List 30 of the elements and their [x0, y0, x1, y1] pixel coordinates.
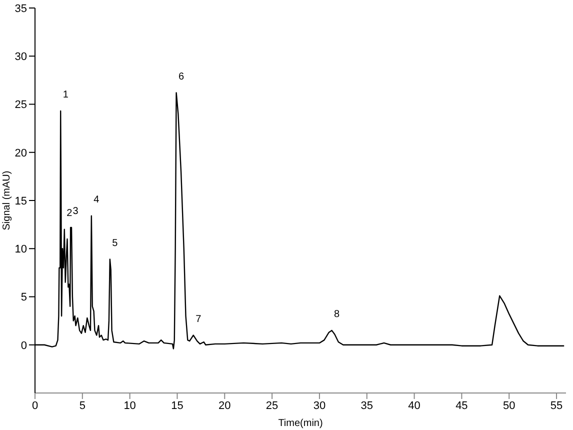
x-tick-label: 5 — [79, 400, 86, 412]
annotation: 7 — [196, 314, 202, 325]
y-tick-label: 10 — [14, 244, 27, 256]
annotation: 6 — [178, 71, 185, 82]
annotation: 4 — [94, 194, 100, 206]
x-tick-label: 15 — [171, 400, 184, 412]
y-tick-label: 0 — [20, 340, 27, 352]
x-tick-label: 55 — [550, 400, 563, 412]
x-tick-label: 0 — [32, 400, 38, 412]
y-axis-title: Signal (mAU) — [2, 170, 13, 230]
x-tick-label: 40 — [408, 400, 420, 412]
annotation: 8 — [334, 309, 340, 320]
annotation: 3 — [72, 206, 79, 218]
x-tick-label: 35 — [360, 400, 373, 412]
y-tick-label: 15 — [14, 195, 27, 208]
x-tick-label: 10 — [124, 400, 136, 412]
x-tick-label: 45 — [456, 400, 468, 412]
y-tick-label: 30 — [14, 51, 27, 64]
y-tick-label: 25 — [14, 99, 27, 112]
annotation: 2 — [66, 208, 73, 220]
x-tick-label: 30 — [313, 400, 326, 412]
x-axis-title: Time(min) — [278, 418, 323, 429]
annotation: 5 — [112, 238, 118, 249]
x-tick-label: 25 — [266, 400, 278, 412]
y-tick-label: 35 — [14, 2, 27, 15]
x-tick-label: 50 — [502, 400, 516, 412]
y-tick-label: 20 — [14, 147, 27, 160]
y-tick-label: 5 — [20, 292, 27, 304]
x-tick-label: 20 — [218, 400, 231, 412]
annotation: 1 — [62, 90, 69, 101]
